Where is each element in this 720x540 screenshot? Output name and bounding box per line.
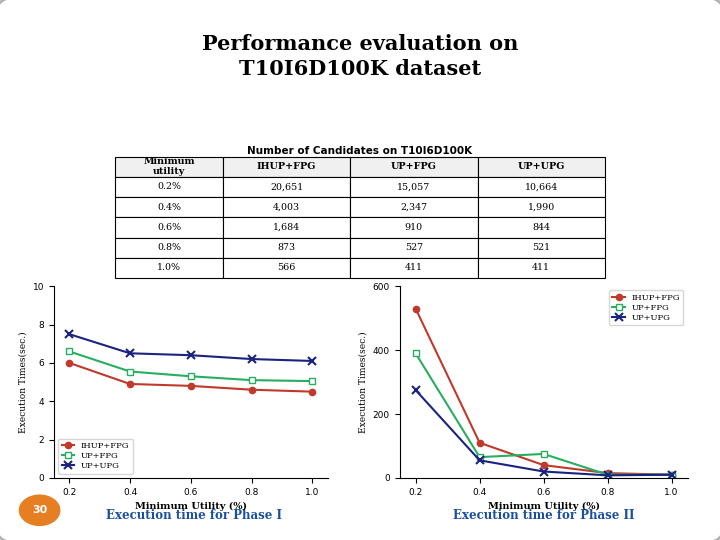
Bar: [477, 238, 605, 258]
UP+FPG: [65, 348, 73, 355]
UP+FPG: [186, 373, 195, 380]
IHUP+FPG: [247, 387, 256, 393]
Text: 527: 527: [405, 243, 423, 252]
UP+UPG: [247, 356, 256, 362]
Text: IHUP+FPG: IHUP+FPG: [257, 162, 316, 171]
Bar: [223, 157, 350, 177]
Text: 844: 844: [532, 223, 550, 232]
IHUP+FPG: [186, 383, 195, 389]
Text: 1.0%: 1.0%: [157, 264, 181, 273]
Line: IHUP+FPG: IHUP+FPG: [66, 360, 315, 395]
Text: 30: 30: [32, 505, 48, 515]
Bar: [477, 157, 605, 177]
Bar: [350, 258, 477, 278]
IHUP+FPG: [65, 360, 73, 366]
Text: Execution time for Phase I: Execution time for Phase I: [107, 509, 282, 522]
UP+UPG: [603, 472, 612, 478]
IHUP+FPG: [475, 440, 484, 446]
Text: UP+UPG: UP+UPG: [518, 162, 564, 171]
Bar: [115, 177, 223, 197]
UP+UPG: [667, 471, 676, 478]
Y-axis label: Execution Times(sec.): Execution Times(sec.): [358, 331, 367, 433]
Text: 0.2%: 0.2%: [157, 183, 181, 192]
Bar: [350, 197, 477, 217]
IHUP+FPG: [308, 388, 317, 395]
Text: Execution time for Phase II: Execution time for Phase II: [453, 509, 634, 522]
Text: Performance evaluation on
T10I6D100K dataset: Performance evaluation on T10I6D100K dat…: [202, 35, 518, 79]
X-axis label: Minimum Utility (%): Minimum Utility (%): [135, 502, 247, 511]
Text: 0.4%: 0.4%: [157, 202, 181, 212]
Bar: [115, 197, 223, 217]
Bar: [223, 238, 350, 258]
UP+UPG: [65, 331, 73, 338]
UP+UPG: [308, 357, 317, 364]
Bar: [350, 177, 477, 197]
Bar: [223, 197, 350, 217]
Text: 411: 411: [532, 264, 550, 273]
Text: 20,651: 20,651: [270, 183, 303, 192]
UP+FPG: [603, 471, 612, 478]
Bar: [115, 157, 223, 177]
Bar: [477, 217, 605, 238]
UP+FPG: [411, 350, 420, 356]
Bar: [350, 157, 477, 177]
Text: UP+FPG: UP+FPG: [391, 162, 437, 171]
Text: 1,684: 1,684: [273, 223, 300, 232]
Line: UP+FPG: UP+FPG: [66, 348, 315, 384]
Line: UP+FPG: UP+FPG: [413, 350, 675, 478]
Text: 873: 873: [277, 243, 296, 252]
IHUP+FPG: [126, 381, 135, 387]
Bar: [115, 258, 223, 278]
UP+FPG: [475, 454, 484, 461]
IHUP+FPG: [411, 305, 420, 312]
UP+FPG: [667, 471, 676, 478]
Text: 0.8%: 0.8%: [157, 243, 181, 252]
Bar: [350, 217, 477, 238]
Bar: [223, 217, 350, 238]
UP+FPG: [539, 451, 548, 457]
UP+FPG: [308, 378, 317, 384]
Text: 15,057: 15,057: [397, 183, 431, 192]
Bar: [223, 177, 350, 197]
UP+UPG: [475, 457, 484, 463]
Line: UP+UPG: UP+UPG: [412, 386, 675, 479]
UP+UPG: [539, 468, 548, 475]
Text: 566: 566: [277, 264, 296, 273]
X-axis label: Minimum Utility (%): Minimum Utility (%): [487, 502, 600, 511]
Text: Minimum
utility: Minimum utility: [143, 157, 195, 177]
Bar: [350, 238, 477, 258]
Text: 0.6%: 0.6%: [157, 223, 181, 232]
IHUP+FPG: [603, 470, 612, 476]
Text: 1,990: 1,990: [528, 202, 555, 212]
Bar: [223, 258, 350, 278]
Text: 4,003: 4,003: [273, 202, 300, 212]
Line: IHUP+FPG: IHUP+FPG: [413, 306, 675, 478]
UP+FPG: [247, 377, 256, 383]
Text: 2,347: 2,347: [400, 202, 428, 212]
Text: 521: 521: [532, 243, 550, 252]
Y-axis label: Execution Times(sec.): Execution Times(sec.): [18, 331, 27, 433]
UP+UPG: [186, 352, 195, 359]
Text: 10,664: 10,664: [525, 183, 558, 192]
Legend: IHUP+FPG, UP+FPG, UP+UPG: IHUP+FPG, UP+FPG, UP+UPG: [58, 438, 132, 474]
UP+FPG: [126, 368, 135, 375]
Line: UP+UPG: UP+UPG: [66, 330, 316, 365]
Bar: [477, 177, 605, 197]
Bar: [477, 258, 605, 278]
IHUP+FPG: [539, 462, 548, 468]
IHUP+FPG: [667, 471, 676, 478]
Text: 411: 411: [405, 264, 423, 273]
Bar: [477, 197, 605, 217]
Text: Number of Candidates on T10I6D100K: Number of Candidates on T10I6D100K: [248, 146, 472, 156]
Bar: [115, 238, 223, 258]
Bar: [115, 217, 223, 238]
UP+UPG: [126, 350, 135, 356]
Text: 910: 910: [405, 223, 423, 232]
Legend: IHUP+FPG, UP+FPG, UP+UPG: IHUP+FPG, UP+FPG, UP+UPG: [609, 291, 683, 326]
UP+UPG: [411, 387, 420, 393]
